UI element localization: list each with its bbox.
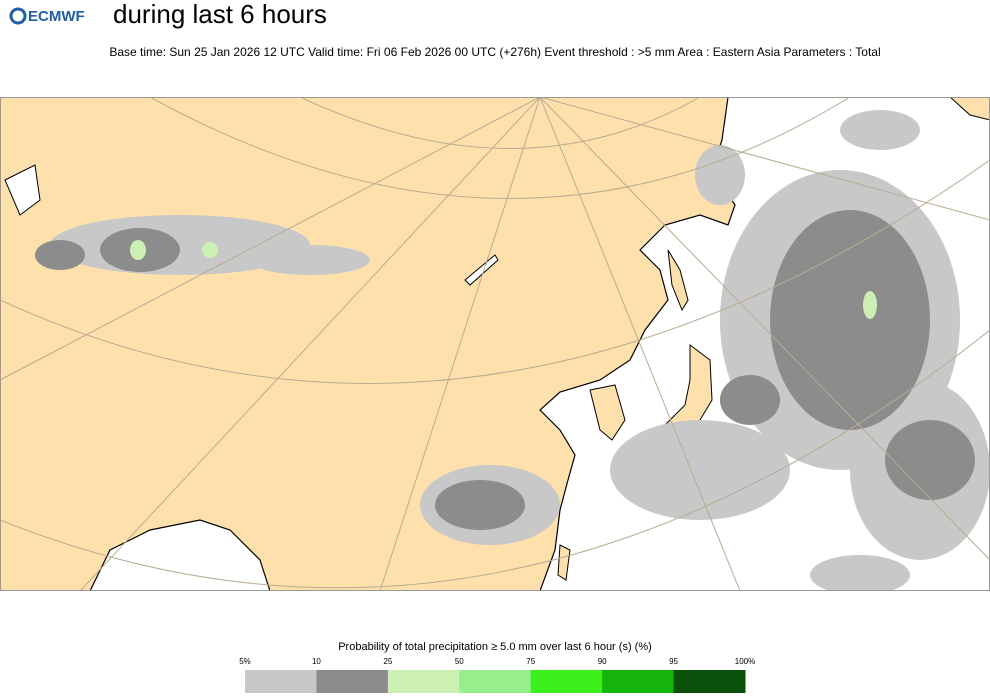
legend-tick-label: 25 bbox=[383, 657, 392, 666]
legend-tick-label: 75 bbox=[526, 657, 535, 666]
legend-tick-label: 5% bbox=[239, 657, 251, 666]
map bbox=[0, 97, 990, 591]
subtitle: Base time: Sun 25 Jan 2026 12 UTC Valid … bbox=[109, 45, 880, 59]
legend-swatch bbox=[245, 670, 317, 693]
sakhalin bbox=[667, 249, 689, 312]
legend-tick-label: 100% bbox=[735, 657, 755, 666]
legend-tick-label: 50 bbox=[455, 657, 464, 666]
logo-icon bbox=[9, 7, 27, 25]
legend-tick-label: 10 bbox=[312, 657, 321, 666]
legend-tick-label: 90 bbox=[598, 657, 607, 666]
logo-text: ECMWF bbox=[28, 8, 85, 25]
legend-swatch bbox=[530, 670, 603, 693]
legend-swatch bbox=[459, 670, 532, 693]
caspian bbox=[4, 164, 41, 216]
taiwan bbox=[557, 544, 571, 581]
logo: ECMWF bbox=[9, 7, 85, 25]
legend-tick-label: 95 bbox=[669, 657, 678, 666]
title: during last 6 hours bbox=[113, 0, 327, 29]
graticule bbox=[0, 97, 990, 591]
kamchatka bbox=[949, 97, 990, 121]
precip-50 bbox=[130, 240, 877, 319]
lake-baikal bbox=[464, 254, 499, 286]
legend-swatch bbox=[387, 670, 460, 693]
korea bbox=[589, 384, 626, 441]
legend-swatch bbox=[316, 670, 389, 693]
legend-swatch bbox=[602, 670, 675, 693]
legend: 5% 10 25 50 75 90 95 100% bbox=[239, 657, 755, 693]
legend-title: Probability of total precipitation ≥ 5.0… bbox=[338, 641, 652, 653]
legend-swatch bbox=[673, 670, 746, 693]
